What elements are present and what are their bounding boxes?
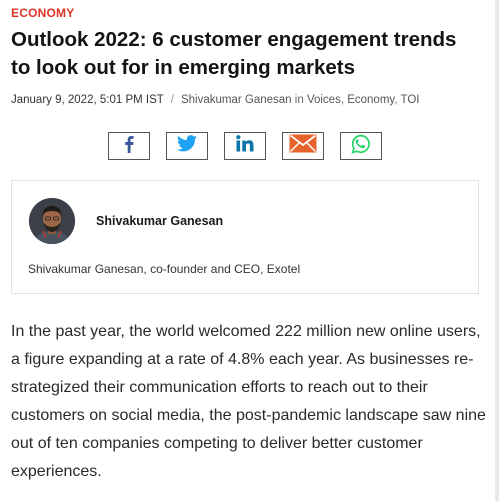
whatsapp-icon (351, 134, 371, 159)
article-meta: January 9, 2022, 5:01 PM IST / Shivakumar … (11, 94, 420, 106)
facebook-share-button[interactable] (108, 132, 150, 160)
page-scrollbar[interactable] (495, 0, 499, 501)
author-avatar[interactable] (29, 198, 75, 244)
email-share-button[interactable] (282, 132, 324, 160)
facebook-icon (121, 135, 137, 158)
article-title: Outlook 2022: 6 customer engagement tren… (11, 28, 457, 79)
category-label[interactable]: ECONOMY (11, 6, 75, 20)
section-link-toi[interactable]: TOI (400, 94, 420, 106)
share-bar (0, 132, 499, 160)
article-body-paragraph: In the past year, the world welcomed 222… (11, 323, 486, 480)
author-link[interactable]: Shivakumar Ganesan (180, 94, 292, 106)
author-bio: Shivakumar Ganesan, co-founder and CEO, … (28, 262, 301, 276)
whatsapp-share-button[interactable] (340, 132, 382, 160)
linkedin-icon (236, 135, 254, 157)
author-box-name[interactable]: Shivakumar Ganesan (96, 214, 224, 228)
section-link-voices[interactable]: Voices (306, 94, 341, 106)
section-link-economy[interactable]: Economy (347, 94, 395, 106)
twitter-icon (177, 135, 197, 157)
publish-date: January 9, 2022, 5:01 PM IST (11, 94, 164, 106)
twitter-share-button[interactable] (166, 132, 208, 160)
linkedin-share-button[interactable] (224, 132, 266, 160)
author-box: Shivakumar Ganesan Shivakumar Ganesan, c… (11, 180, 479, 294)
in-word: in (294, 94, 304, 106)
mail-icon (289, 134, 317, 158)
meta-separator: / (170, 94, 174, 106)
